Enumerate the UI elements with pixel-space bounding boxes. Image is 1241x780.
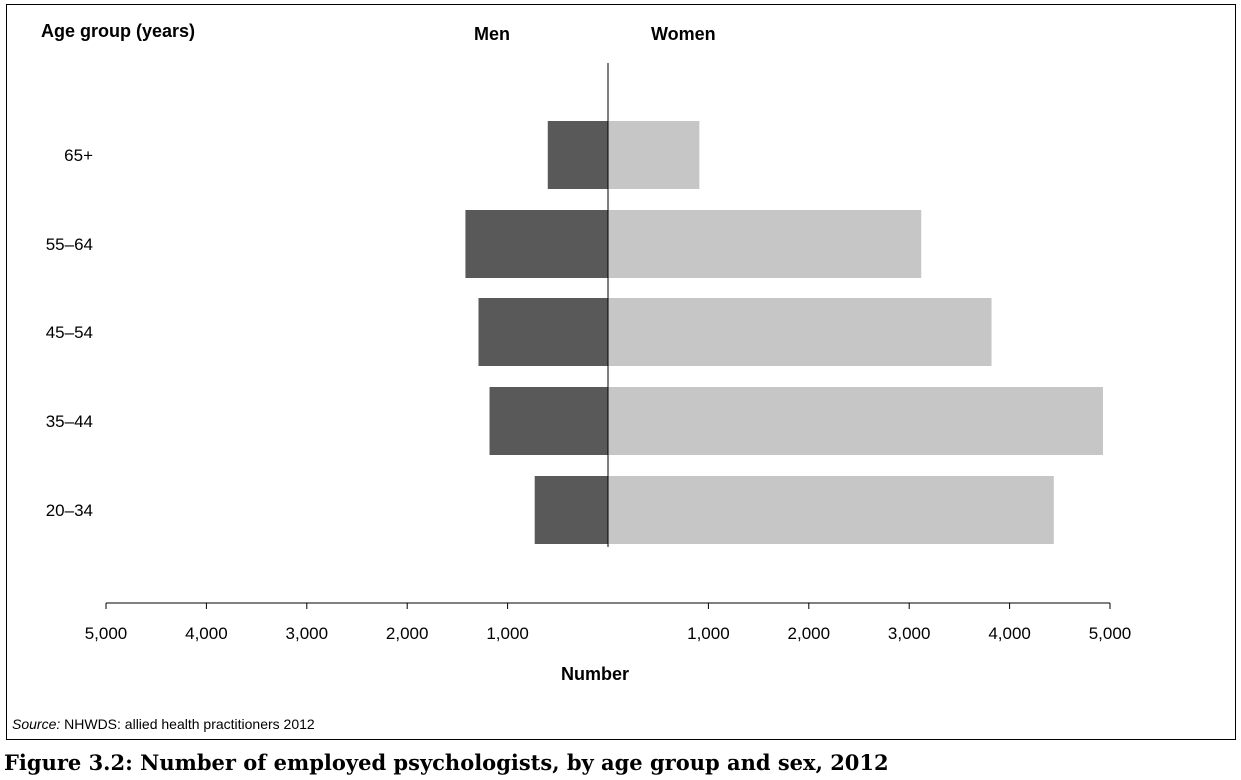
bar-men-4 — [534, 476, 608, 544]
bar-women-0 — [608, 121, 700, 189]
bar-women-3 — [608, 387, 1103, 455]
bar-men-3 — [489, 387, 608, 455]
bar-men-0 — [547, 121, 608, 189]
source-text: NHWDS: allied health practitioners 2012 — [60, 716, 315, 732]
series-header-men: Men — [474, 24, 510, 44]
x-tick-label-3: 2,000 — [386, 624, 429, 643]
series-header-women: Women — [651, 24, 716, 44]
bar-men-2 — [478, 298, 608, 366]
diverging-bar-chart: Age group (years) Men Women 65+ 55–64 45–5… — [41, 21, 1132, 684]
x-tick-label-5: 1,000 — [687, 624, 730, 643]
x-axis-title: Number — [561, 664, 629, 684]
category-label-2: 45–54 — [46, 323, 93, 342]
source-note: Source: NHWDS: allied health practitione… — [12, 716, 315, 732]
source-label: Source: — [12, 716, 61, 732]
x-tick-label-1: 4,000 — [185, 624, 228, 643]
bar-women-2 — [608, 298, 992, 366]
x-tick-label-6: 2,000 — [788, 624, 831, 643]
x-tick-label-9: 5,000 — [1089, 624, 1132, 643]
category-label-4: 20–34 — [46, 501, 93, 520]
x-tick-label-2: 3,000 — [286, 624, 329, 643]
figure-caption: Figure 3.2: Number of employed psycholog… — [4, 750, 889, 775]
bar-women-1 — [608, 210, 922, 278]
chart-frame: Age group (years) Men Women 65+ 55–64 45–5… — [6, 4, 1236, 740]
category-label-3: 35–44 — [46, 412, 93, 431]
category-label-1: 55–64 — [46, 235, 93, 254]
x-tick-label-0: 5,000 — [85, 624, 128, 643]
category-label-0: 65+ — [64, 146, 93, 165]
x-tick-label-4: 1,000 — [486, 624, 529, 643]
bar-men-1 — [465, 210, 608, 278]
x-tick-label-7: 3,000 — [888, 624, 931, 643]
x-tick-label-8: 4,000 — [988, 624, 1031, 643]
bar-women-4 — [608, 476, 1054, 544]
y-axis-title: Age group (years) — [41, 21, 195, 41]
